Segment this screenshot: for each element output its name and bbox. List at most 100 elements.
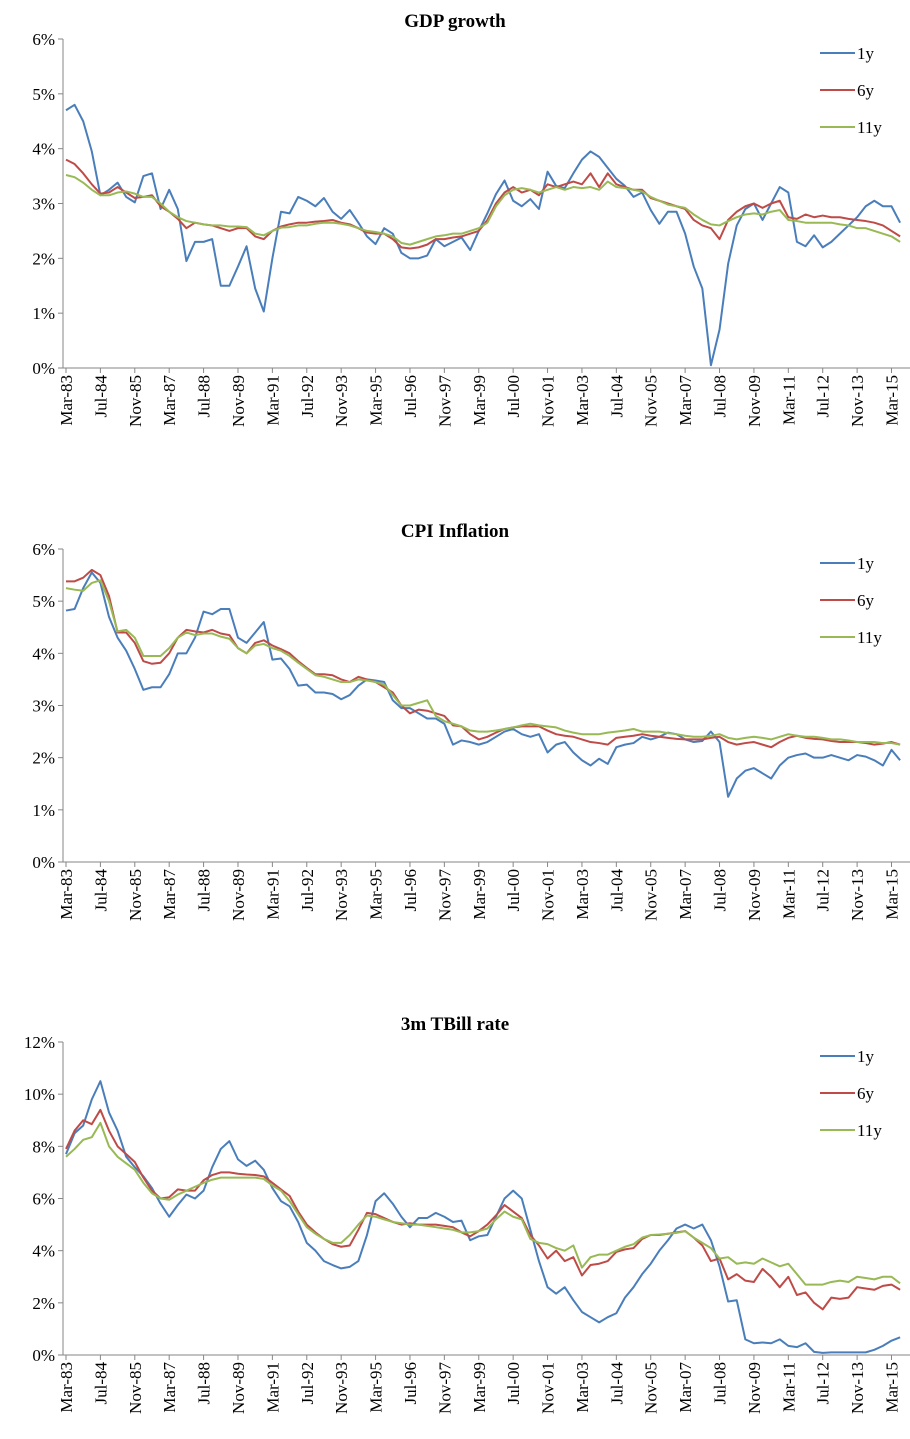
y-tick-label: 2% <box>32 249 55 268</box>
y-tick-label: 1% <box>32 801 55 820</box>
legend-label: 11y <box>857 628 882 647</box>
chart: CPI Inflation 0% 1% 2% 3% 4% 5% 6% Mar-83 Jul-84 N… <box>32 521 910 921</box>
x-tick-label: Nov-85 <box>126 375 145 427</box>
x-tick-label: Mar-87 <box>160 869 179 920</box>
x-tick-label: Jul-96 <box>401 375 420 418</box>
x-tick-label: Jul-00 <box>504 1362 523 1405</box>
x-tick-label: Mar-07 <box>676 375 695 426</box>
x-tick-label: Mar-99 <box>470 869 489 920</box>
x-tick-label: Jul-92 <box>298 869 317 912</box>
y-tick-label: 8% <box>32 1137 55 1156</box>
x-tick-label: Jul-04 <box>607 869 626 912</box>
x-tick-label: Jul-08 <box>711 869 730 912</box>
y-tick-label: 5% <box>32 592 55 611</box>
y-tick-label: 2% <box>32 1294 55 1313</box>
x-tick-label: Jul-84 <box>91 1362 110 1405</box>
series-line <box>65 579 901 746</box>
x-tick-label: Jul-12 <box>814 1362 833 1405</box>
legend-label: 6y <box>857 591 875 610</box>
y-tick-label: 4% <box>32 644 55 663</box>
x-tick-label: Mar-99 <box>470 1362 489 1413</box>
x-tick-label: Mar-11 <box>779 1362 798 1412</box>
chart-title: 3m TBill rate <box>401 1014 509 1035</box>
x-tick-label: Nov-09 <box>745 869 764 921</box>
x-tick-label: Jul-88 <box>195 869 214 912</box>
x-tick-label: Mar-03 <box>573 869 592 920</box>
x-tick-label: Nov-09 <box>745 1362 764 1414</box>
series-line <box>65 174 901 246</box>
series-line <box>65 1121 901 1286</box>
x-tick-label: Mar-83 <box>57 869 76 920</box>
x-tick-label: Nov-97 <box>435 1362 454 1414</box>
y-tick-label: 6% <box>32 30 55 49</box>
x-tick-label: Nov-85 <box>126 1362 145 1414</box>
x-tick-label: Jul-04 <box>607 375 626 418</box>
y-tick-label: 2% <box>32 749 55 768</box>
x-tick-label: Nov-05 <box>642 869 661 921</box>
chart-title: CPI Inflation <box>401 521 510 542</box>
x-tick-label: Mar-03 <box>573 375 592 426</box>
legend-label: 1y <box>857 1047 875 1066</box>
x-tick-label: Jul-84 <box>91 869 110 912</box>
x-tick-label: Nov-13 <box>848 869 867 921</box>
x-tick-label: Nov-05 <box>642 1362 661 1414</box>
legend-label: 6y <box>857 81 875 100</box>
x-tick-label: Nov-89 <box>229 375 248 427</box>
legend-label: 1y <box>857 554 875 573</box>
series-line <box>65 103 901 367</box>
x-tick-label: Jul-96 <box>401 869 420 912</box>
y-tick-label: 10% <box>24 1085 55 1104</box>
y-tick-label: 6% <box>32 1190 55 1209</box>
x-tick-label: Mar-83 <box>57 375 76 426</box>
x-tick-label: Mar-15 <box>883 869 902 920</box>
x-tick-label: Mar-87 <box>160 375 179 426</box>
x-tick-label: Nov-89 <box>229 869 248 921</box>
y-tick-label: 12% <box>24 1033 55 1052</box>
x-tick-label: Jul-12 <box>814 869 833 912</box>
y-tick-label: 3% <box>32 697 55 716</box>
y-tick-label: 5% <box>32 85 55 104</box>
legend-label: 11y <box>857 1121 882 1140</box>
x-tick-label: Nov-97 <box>435 869 454 921</box>
chart: 3m TBill rate 0% 2% 4% 6% 8% 10% 12% Mar-83 Jul-8… <box>24 1014 910 1414</box>
x-tick-label: Jul-88 <box>195 375 214 418</box>
y-tick-label: 4% <box>32 1242 55 1261</box>
x-tick-label: Mar-91 <box>263 375 282 426</box>
x-tick-label: Mar-07 <box>676 1362 695 1413</box>
series-line <box>65 1108 901 1311</box>
x-tick-label: Mar-15 <box>883 1362 902 1413</box>
y-tick-label: 0% <box>32 1346 55 1365</box>
x-tick-label: Mar-95 <box>367 1362 386 1413</box>
x-tick-label: Nov-93 <box>332 869 351 921</box>
x-tick-label: Mar-91 <box>263 869 282 920</box>
legend-label: 6y <box>857 1084 875 1103</box>
x-tick-label: Jul-08 <box>711 1362 730 1405</box>
x-tick-label: Nov-85 <box>126 869 145 921</box>
x-tick-label: Nov-13 <box>848 1362 867 1414</box>
x-tick-label: Jul-88 <box>195 1362 214 1405</box>
series-line <box>65 1080 901 1354</box>
x-tick-label: Jul-08 <box>711 375 730 418</box>
chart: GDP growth 0% 1% 2% 3% 4% 5% 6% Mar-83 Jul-84 Nov-… <box>32 11 910 427</box>
x-tick-label: Nov-09 <box>745 375 764 427</box>
x-tick-label: Jul-04 <box>607 1362 626 1405</box>
series-line <box>65 571 901 798</box>
series-line <box>65 158 901 250</box>
chart-title: GDP growth <box>404 11 506 32</box>
y-tick-label: 6% <box>32 540 55 559</box>
y-tick-label: 0% <box>32 853 55 872</box>
x-tick-label: Mar-95 <box>367 375 386 426</box>
x-tick-label: Nov-01 <box>539 1362 558 1414</box>
x-tick-label: Mar-15 <box>883 375 902 426</box>
y-tick-label: 4% <box>32 140 55 159</box>
x-tick-label: Nov-97 <box>435 375 454 427</box>
legend-label: 11y <box>857 118 882 137</box>
x-tick-label: Mar-03 <box>573 1362 592 1413</box>
x-tick-label: Nov-01 <box>539 869 558 921</box>
x-tick-label: Jul-92 <box>298 375 317 418</box>
x-tick-label: Mar-11 <box>779 375 798 425</box>
x-tick-label: Mar-11 <box>779 869 798 919</box>
x-tick-label: Nov-93 <box>332 375 351 427</box>
legend-label: 1y <box>857 44 875 63</box>
